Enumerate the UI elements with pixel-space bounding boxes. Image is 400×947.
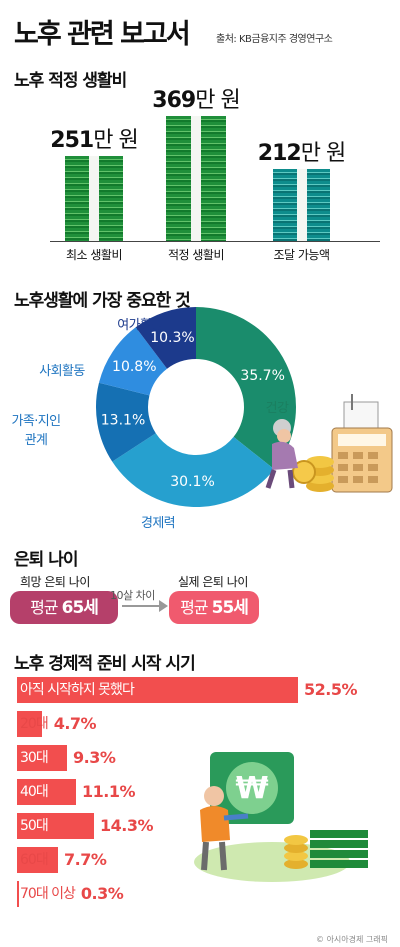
prep-start-category-label: 아직 시작하지 못했다 [20,682,135,698]
hope-retire-age-value: 65세 [61,598,99,618]
elderly-man-money-illustration: ₩ [194,752,368,882]
prep-start-value-label: 9.3% [73,748,116,767]
prep-start-bar [17,711,42,737]
prep-start-value-label: 0.3% [80,884,124,903]
prep-start-bar [17,881,19,907]
prep-start-bar [17,847,58,873]
prep-start-category-label: 20대 [20,716,49,732]
actual-retire-age-badge: 평균 55세 [169,591,259,624]
donut-slice [112,433,275,507]
actual-retire-label: 실제 은퇴 나이 [178,575,248,589]
hope-retire-label: 희망 은퇴 나이 [20,575,90,589]
donut-slice [98,327,168,396]
prep-start-category-label: 70대 이상 [20,886,76,902]
prep-start-value-label: 7.7% [64,850,107,869]
donut-slice-value: 10.8% [112,359,156,375]
prep-start-bar [17,745,67,771]
donut-category-label: 건강 [265,401,289,416]
hope-retire-age-badge: 평균 65세 [10,591,118,624]
money-stack-bar [273,169,330,241]
prep-start-category-label: 40대 [20,784,49,800]
prep-start-value-label: 4.7% [53,714,97,733]
prep-start-title: 노후 경제적 준비 시작 시기 [14,654,196,674]
living-cost-value-label: 212만 원 [247,135,357,167]
prep-start-value-label: 11.1% [82,782,136,801]
living-cost-baseline [50,241,380,242]
prep-start-category-label: 50대 [20,818,49,834]
money-stack-bar [65,156,123,241]
age-gap-arrow [122,605,162,607]
donut-slice-value: 35.7% [240,368,284,384]
money-stack-bar [166,116,226,241]
importance-title: 노후생활에 가장 중요한 것 [14,291,191,311]
donut-slice [95,382,156,462]
living-cost-value: 251 [50,128,94,153]
donut-category-label: 가족·지인 관계 [11,414,62,448]
source-note: 출처: KB금융지주 경영연구소 [216,34,333,45]
svg-text:₩: ₩ [235,771,268,806]
money-stack-column [97,156,123,241]
living-cost-category-label: 적정 생활비 [167,248,225,262]
living-cost-value-label: 369만 원 [141,82,251,114]
prep-start-bar [17,779,76,805]
living-cost-category-label: 조달 가능액 [273,248,330,262]
living-cost-category-label: 최소 생활비 [65,248,123,262]
money-stack-band [89,156,99,241]
donut-slice-value: 13.1% [101,412,145,428]
money-stack-column [273,169,299,241]
prep-start-category-label: 60대 [20,852,49,868]
retire-age-title: 은퇴 나이 [14,550,78,570]
living-cost-unit: 만 원 [195,88,240,113]
donut-category-label: 경제력 [140,516,176,531]
living-cost-unit: 만 원 [300,141,346,166]
donut-slice [135,307,196,369]
donut-category-label: 사회활동 [39,364,85,379]
donut-slice-value: 30.1% [170,474,214,490]
living-cost-unit: 만 원 [93,128,138,153]
prep-start-bar [17,813,94,839]
living-cost-value: 212 [257,141,302,166]
living-cost-value: 369 [152,88,196,113]
elderly-woman-coins-illustration [265,394,393,493]
prep-start-category-label: 30대 [20,750,49,766]
money-stack-column [199,116,226,241]
age-gap-arrow-head [159,600,168,612]
money-stack-band [191,116,201,241]
money-stack-column [304,169,330,241]
living-cost-title: 노후 적정 생활비 [14,71,127,91]
living-cost-value-label: 251만 원 [39,122,149,154]
donut-slice [196,307,296,470]
hope-avg-label: 평균 [30,598,58,617]
importance-donut-chart: 35.7% 30.1% 13.1% 10.8% 10.3% [95,307,296,507]
money-stack-column [65,156,91,241]
actual-retire-age-value: 55세 [211,598,249,618]
prep-start-bar [17,677,298,703]
prep-start-value-label: 52.5% [304,680,358,699]
prep-start-value-label: 14.3% [100,816,154,835]
money-stack-column [166,116,193,241]
donut-category-label: 여가활동 [117,318,163,333]
money-stack-band [296,169,307,241]
donut-slice-value: 10.3% [150,330,194,346]
page-title: 노후 관련 보고서 [14,19,191,50]
actual-avg-label: 평균 [180,598,208,617]
footer-credit: © 아시아경제 그래픽 [316,935,388,944]
age-gap-label: 10살 차이 [110,589,155,602]
